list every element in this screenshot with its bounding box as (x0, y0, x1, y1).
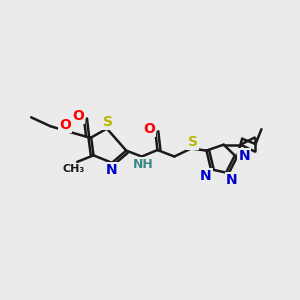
Text: N: N (106, 163, 118, 177)
Text: CH₃: CH₃ (62, 164, 85, 174)
Text: O: O (143, 122, 155, 136)
Text: S: S (188, 135, 197, 149)
Text: NH: NH (133, 158, 154, 171)
Text: O: O (59, 118, 70, 132)
Text: O: O (72, 109, 84, 123)
Text: S: S (103, 115, 113, 129)
Text: N: N (238, 149, 250, 163)
Text: N: N (200, 169, 212, 183)
Text: N: N (226, 173, 238, 187)
